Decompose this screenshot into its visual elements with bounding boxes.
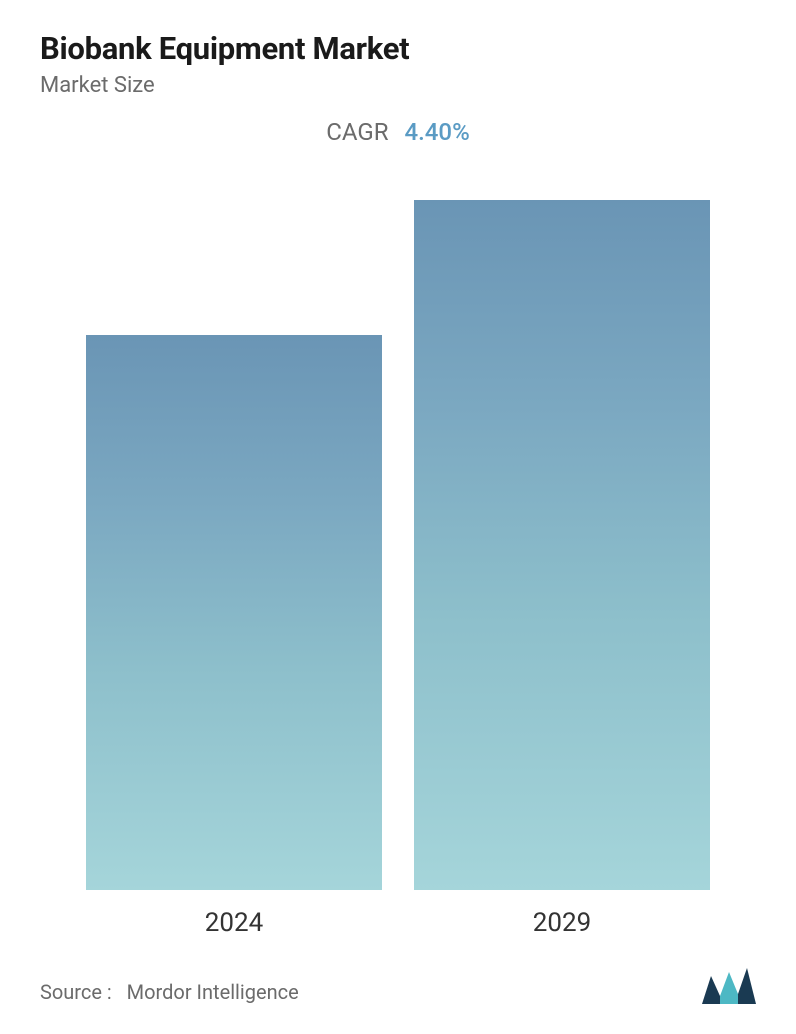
bar-label-1: 2029 bbox=[533, 908, 591, 938]
bar-0 bbox=[86, 335, 381, 890]
bar-group-1: 2029 bbox=[414, 200, 709, 938]
cagr-value: 4.40% bbox=[404, 118, 469, 146]
cagr-row: CAGR 4.40% bbox=[40, 118, 756, 146]
bar-chart: 2024 2029 bbox=[40, 176, 756, 938]
source-prefix: Source : bbox=[40, 980, 112, 1004]
source-text: Source : Mordor Intelligence bbox=[40, 980, 299, 1004]
cagr-label: CAGR bbox=[326, 118, 388, 146]
chart-title: Biobank Equipment Market bbox=[40, 30, 756, 67]
logo-icon bbox=[702, 968, 756, 1004]
bar-group-0: 2024 bbox=[86, 335, 381, 938]
source-name: Mordor Intelligence bbox=[127, 980, 299, 1004]
bar-1 bbox=[414, 200, 709, 890]
footer: Source : Mordor Intelligence bbox=[40, 968, 756, 1014]
chart-subtitle: Market Size bbox=[40, 73, 756, 98]
bar-label-0: 2024 bbox=[205, 908, 263, 938]
chart-container: Biobank Equipment Market Market Size CAG… bbox=[0, 0, 796, 1034]
